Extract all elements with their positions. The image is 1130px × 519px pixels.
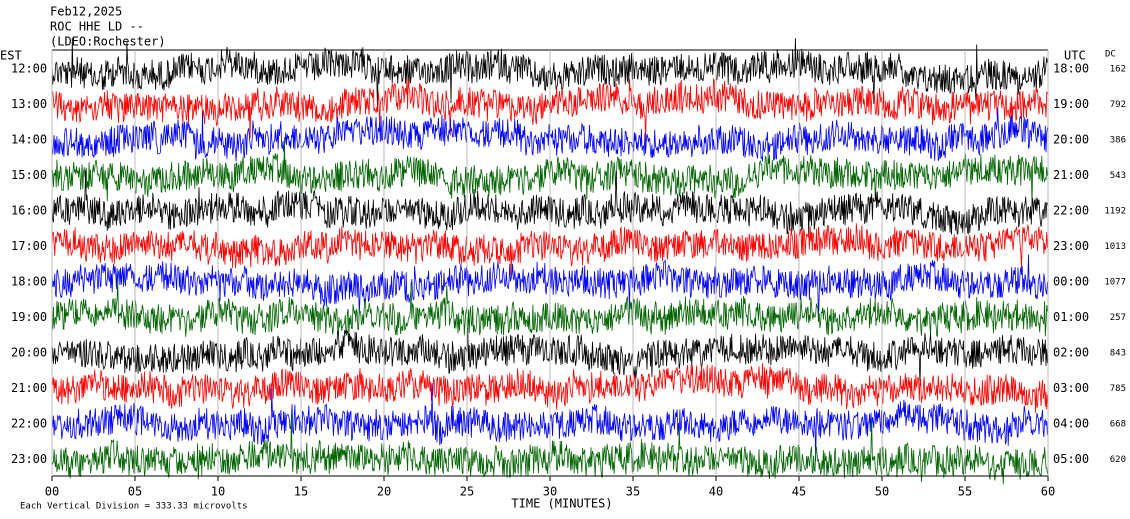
utc-label: 18:00: [1053, 62, 1089, 76]
utc-label: 02:00: [1053, 346, 1089, 360]
dc-value: 620: [1110, 455, 1126, 465]
dc-value: 543: [1110, 171, 1126, 181]
est-label: 15:00: [11, 168, 47, 182]
est-label: 16:00: [11, 204, 47, 218]
est-label: 19:00: [11, 310, 47, 324]
est-label: 21:00: [11, 381, 47, 395]
dc-value: 792: [1110, 100, 1126, 110]
footer: Each Vertical Division = 333.33 microvol…: [20, 502, 248, 512]
x-tick-label: 40: [709, 485, 723, 499]
x-tick-label: 05: [128, 485, 142, 499]
utc-label: 00:00: [1053, 275, 1089, 289]
dc-value: 1013: [1104, 242, 1126, 252]
x-tick-label: 15: [294, 485, 308, 499]
title-line: Feb12,2025: [50, 5, 122, 19]
x-tick-label: 20: [377, 485, 391, 499]
x-tick-label: 60: [1041, 485, 1055, 499]
x-axis-label: TIME (MINUTES): [511, 497, 612, 511]
dc-value: 668: [1110, 420, 1126, 430]
right-axis-label: UTC: [1064, 49, 1086, 63]
utc-label: 19:00: [1053, 97, 1089, 111]
est-label: 17:00: [11, 239, 47, 253]
x-tick-label: 30: [543, 485, 557, 499]
est-label: 14:00: [11, 133, 47, 147]
est-label: 13:00: [11, 97, 47, 111]
title-line: (LDEO:Rochester): [50, 35, 166, 49]
x-tick-label: 50: [875, 485, 889, 499]
dc-value: 257: [1110, 313, 1126, 323]
dc-label: DC: [1105, 50, 1116, 60]
x-tick-label: 10: [211, 485, 225, 499]
x-tick-label: 35: [626, 485, 640, 499]
est-label: 22:00: [11, 417, 47, 431]
est-label: 23:00: [11, 452, 47, 466]
utc-label: 04:00: [1053, 417, 1089, 431]
utc-label: 21:00: [1053, 168, 1089, 182]
x-tick-label: 55: [958, 485, 972, 499]
utc-label: 01:00: [1053, 310, 1089, 324]
title-line: ROC HHE LD --: [50, 20, 144, 34]
x-tick-label: 25: [460, 485, 474, 499]
est-label: 12:00: [11, 62, 47, 76]
dc-value: 162: [1110, 65, 1126, 75]
utc-label: 03:00: [1053, 381, 1089, 395]
utc-label: 23:00: [1053, 239, 1089, 253]
x-tick-label: 45: [792, 485, 806, 499]
dc-value: 843: [1110, 349, 1126, 359]
est-label: 20:00: [11, 346, 47, 360]
utc-label: 20:00: [1053, 133, 1089, 147]
utc-label: 22:00: [1053, 204, 1089, 218]
left-axis-label: EST: [0, 49, 22, 63]
est-label: 18:00: [11, 275, 47, 289]
dc-value: 386: [1110, 136, 1126, 146]
x-tick-label: 00: [45, 485, 59, 499]
chart: Feb12,2025 ROC HHE LD -- (LDEO:Rochester…: [0, 0, 1130, 519]
utc-label: 05:00: [1053, 452, 1089, 466]
dc-value: 785: [1110, 384, 1126, 394]
dc-value: 1192: [1104, 207, 1126, 217]
dc-value: 1077: [1104, 278, 1126, 288]
